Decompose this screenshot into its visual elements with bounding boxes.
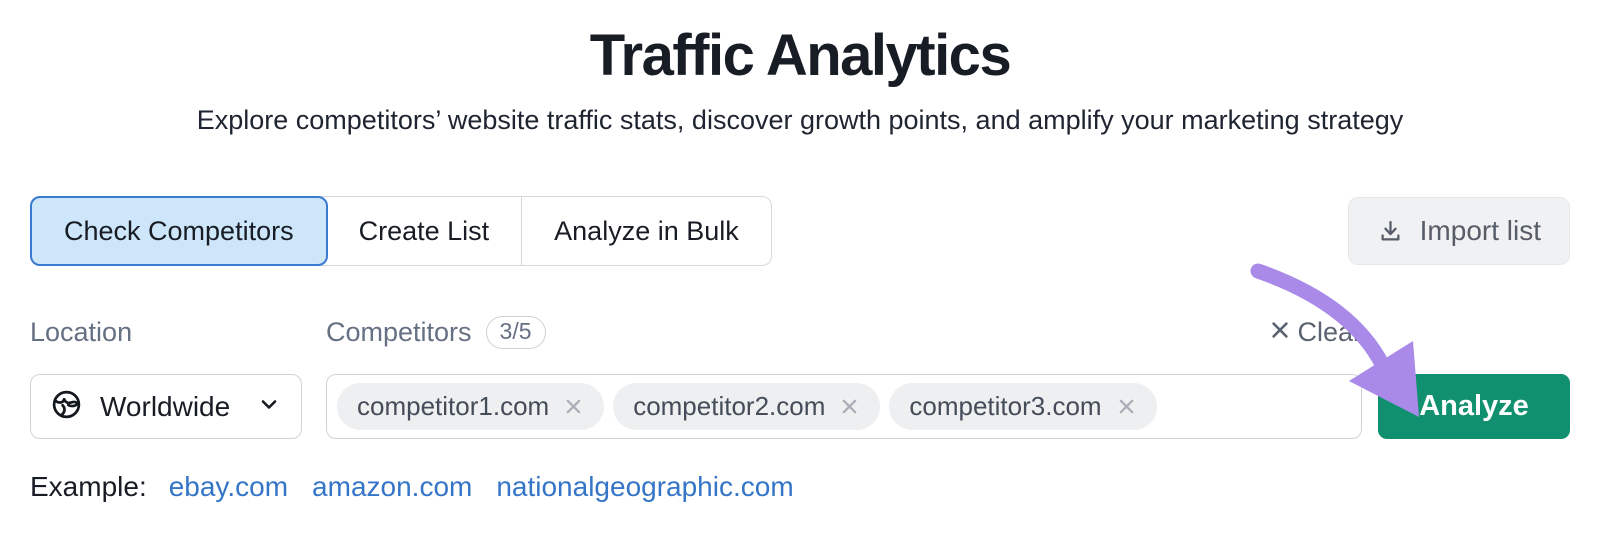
clear-label: Clear	[1297, 317, 1362, 347]
import-list-button[interactable]: Import list	[1347, 197, 1570, 265]
tab-create-list[interactable]: Create List	[358, 215, 490, 246]
competitors-input[interactable]: competitor1.com competitor2.com competit…	[326, 374, 1362, 439]
competitors-label: Competitors	[326, 317, 472, 347]
competitor-tag-2-label: competitor2.com	[633, 391, 826, 421]
import-download-icon	[1377, 218, 1404, 245]
remove-tag-1-icon[interactable]	[563, 396, 584, 417]
worldwide-globe-icon	[51, 389, 82, 425]
import-list-label: Import list	[1419, 215, 1541, 246]
location-value: Worldwide	[100, 390, 231, 422]
competitor-tag-1: competitor1.com	[337, 383, 605, 430]
labels-row: Location Competitors 3/5 Clear	[30, 316, 1570, 349]
tab-check-competitors[interactable]: Check Competitors	[30, 196, 328, 266]
analyze-button[interactable]: Analyze	[1378, 374, 1570, 439]
remove-tag-2-icon[interactable]	[839, 396, 860, 417]
example-link-natgeo[interactable]: nationalgeographic.com	[496, 471, 794, 502]
controls-row: Worldwide competitor1.com competitor2.co…	[30, 374, 1570, 439]
competitor-tag-3-label: competitor3.com	[909, 391, 1102, 421]
location-label: Location	[30, 317, 133, 347]
example-link-amazon[interactable]: amazon.com	[312, 471, 473, 502]
tab-group: Check Competitors Create List Analyze in…	[30, 196, 772, 266]
example-link-ebay[interactable]: ebay.com	[168, 471, 289, 502]
page-title: Traffic Analytics	[589, 23, 1012, 88]
toolbar: Check Competitors Create List Analyze in…	[30, 196, 1570, 266]
location-dropdown[interactable]: Worldwide	[30, 374, 302, 439]
competitors-counter-badge: 3/5	[485, 316, 546, 349]
clear-x-icon	[1269, 317, 1291, 348]
remove-tag-3-icon[interactable]	[1116, 396, 1137, 417]
chevron-down-icon	[257, 392, 281, 421]
example-label: Example:	[30, 471, 147, 502]
competitor-tag-3: competitor3.com	[889, 383, 1157, 430]
tab-analyze-in-bulk[interactable]: Analyze in Bulk	[521, 197, 771, 265]
clear-button[interactable]: Clear	[1269, 317, 1362, 348]
competitor-tag-1-label: competitor1.com	[357, 391, 550, 421]
competitor-tag-2: competitor2.com	[613, 383, 881, 430]
example-row: Example: ebay.com amazon.com nationalgeo…	[30, 471, 1570, 503]
page-subtitle: Explore competitors’ website traffic sta…	[196, 105, 1404, 135]
